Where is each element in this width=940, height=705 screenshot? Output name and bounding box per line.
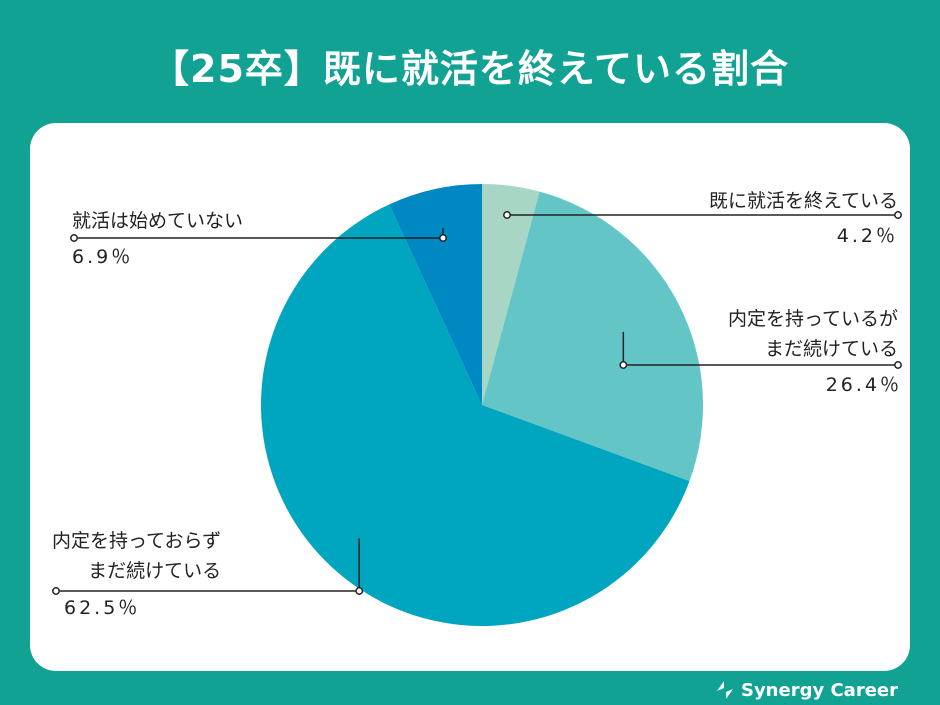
label-not-started: 就活は始めていない xyxy=(72,208,243,234)
value-finished: 4.2％ xyxy=(836,225,898,247)
leader-dot-finished-end xyxy=(894,211,902,219)
pie-slice-finished xyxy=(482,184,540,405)
label-finished-line-1: 既に就活を終えている xyxy=(708,190,898,212)
label-no-offer-continuing-line-1: 内定を持っておらず xyxy=(52,530,222,552)
value-no-offer-continuing: 62.5％ xyxy=(64,597,141,619)
leader-dot-offer-continuing-start xyxy=(619,361,628,369)
value-not-started: 6.9％ xyxy=(72,246,134,268)
label-no-offer-continuing-line-2: まだ続けている xyxy=(88,560,222,582)
leader-dot-finished-start xyxy=(503,211,511,219)
leader-dot-not-started-end xyxy=(70,234,78,242)
label-offer-continuing-line-1: 内定を持っているが xyxy=(727,308,898,330)
brand-logo: Synergy Career xyxy=(715,679,898,701)
pie-slice-offer-continuing xyxy=(482,191,704,482)
synergy-logo-icon xyxy=(716,681,733,699)
chart-title: 【25卒】既に就活を終えている割合 xyxy=(151,47,789,91)
label-offer-continuing: 内定を持っているが まだ続けている xyxy=(728,306,898,362)
leader-dot-not-started-start xyxy=(439,234,447,242)
pie-slice-not-started xyxy=(389,184,482,405)
label-no-offer-continuing: 内定を持っておらず まだ続けている xyxy=(52,528,221,584)
pie-slice-no-offer-continuing xyxy=(261,204,690,626)
value-offer-continuing: 26.4％ xyxy=(825,374,902,396)
leader-dot-offer-continuing-end xyxy=(894,361,902,369)
label-offer-continuing-line-2: まだ続けている xyxy=(764,338,898,360)
leader-dot-no-offer-continuing-end xyxy=(52,587,60,595)
label-not-started-line-1: 就活は始めていない xyxy=(72,210,244,232)
leader-dot-no-offer-continuing-start xyxy=(355,587,364,595)
brand-name: Synergy Career xyxy=(740,679,898,701)
pie-chart xyxy=(52,184,902,626)
label-finished: 既に就活を終えている xyxy=(709,188,898,214)
chart-card: 既に就活を終えている 4.2％ 内定を持っているが まだ続けている 26.4％ … xyxy=(30,123,910,671)
